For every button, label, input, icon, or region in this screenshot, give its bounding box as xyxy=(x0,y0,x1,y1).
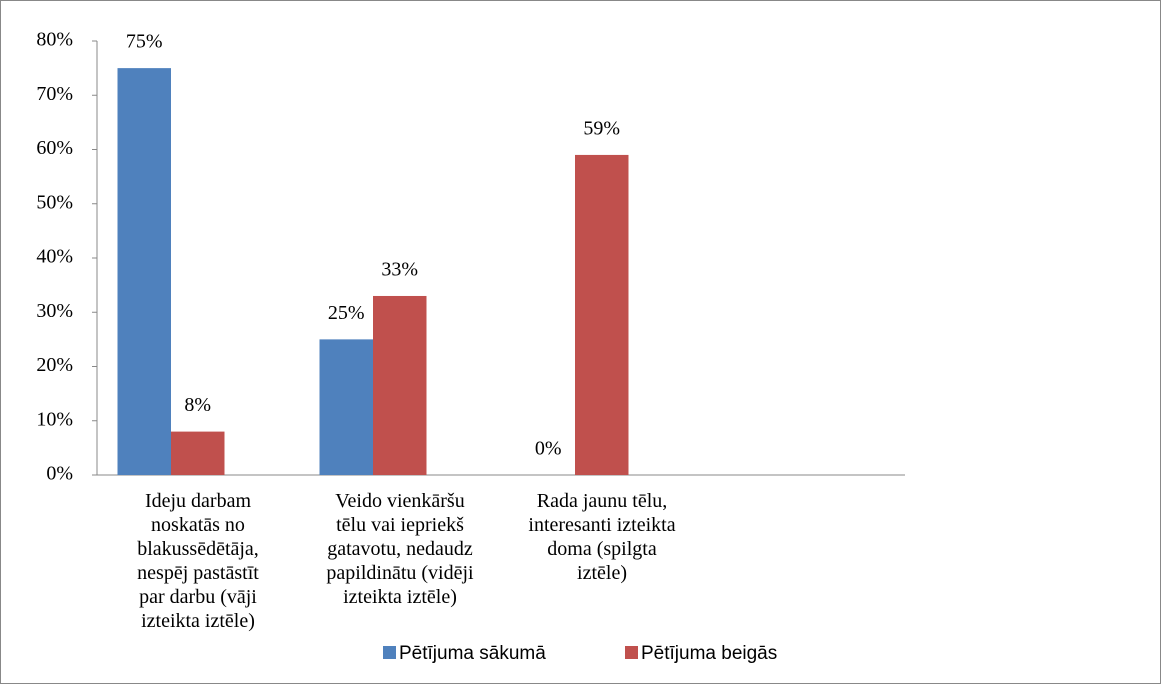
bar xyxy=(171,431,225,475)
y-tick-label: 20% xyxy=(36,354,73,376)
y-tick-label: 10% xyxy=(36,408,73,430)
x-tick-label: Ideju darbam noskatās no blakussēdētāja,… xyxy=(137,490,259,632)
x-tick-label: Veido vienkāršu tēlu vai iepriekš gatavo… xyxy=(326,490,474,608)
x-tick-label: Rada jaunu tēlu, interesanti izteikta do… xyxy=(528,490,676,584)
y-tick-label: 70% xyxy=(36,83,73,105)
value-label: 59% xyxy=(583,118,620,140)
y-tick-label: 60% xyxy=(36,137,73,159)
value-label: 8% xyxy=(184,394,211,416)
legend-label: Pētījuma sākumā xyxy=(399,643,546,664)
y-tick-label: 50% xyxy=(36,191,73,213)
value-label: 0% xyxy=(535,438,562,460)
y-tick-label: 40% xyxy=(36,246,73,268)
bar xyxy=(117,68,171,475)
legend-label: Pētījuma beigās xyxy=(641,643,777,664)
value-label: 75% xyxy=(126,31,163,53)
bar xyxy=(373,295,427,475)
bar xyxy=(319,339,373,475)
y-tick-label: 0% xyxy=(46,463,73,485)
legend-swatch xyxy=(625,646,638,659)
legend-swatch xyxy=(383,646,396,659)
value-label: 25% xyxy=(328,302,365,324)
y-tick-label: 30% xyxy=(36,300,73,322)
value-label: 33% xyxy=(381,259,418,281)
bar xyxy=(575,154,629,476)
y-tick-label: 80% xyxy=(36,29,73,51)
